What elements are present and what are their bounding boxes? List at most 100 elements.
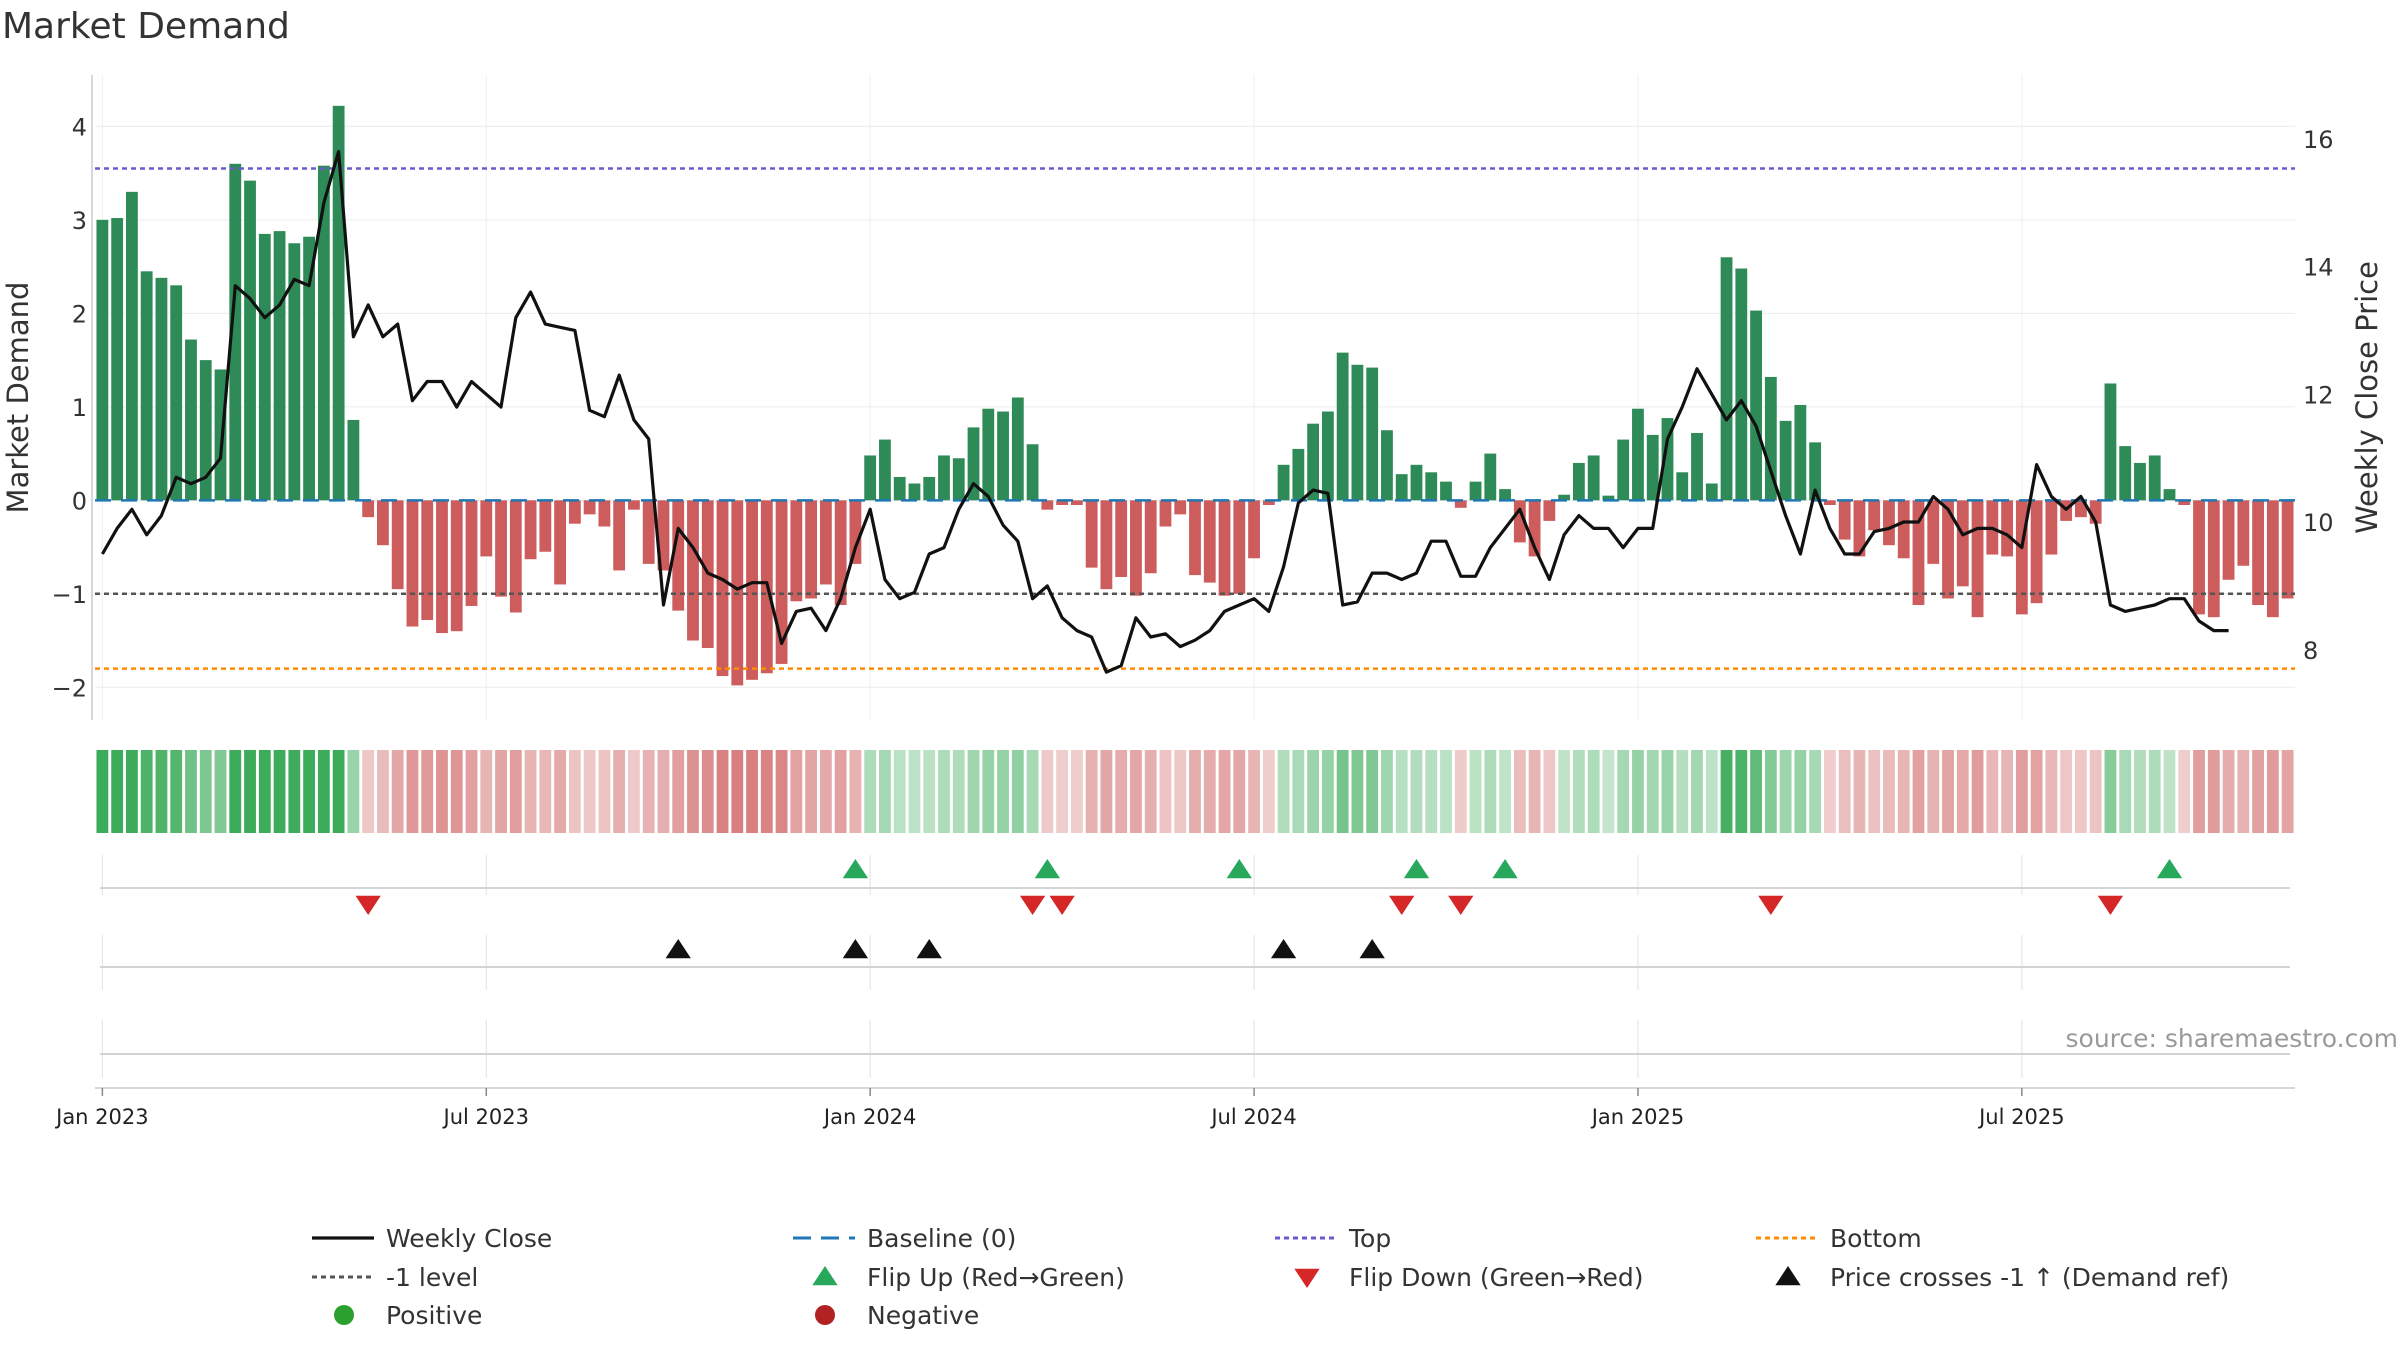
heat-cell [1262,750,1275,833]
demand-bar [1469,481,1482,501]
heat-cell [746,750,758,833]
demand-bar [819,500,832,585]
demand-bar [2045,500,2058,555]
demand-bar [170,285,183,501]
heat-cell [1676,750,1689,833]
y-tick-label: −1 [52,581,87,609]
heat-cell [1115,750,1128,833]
legend-label: Bottom [1830,1224,1922,1253]
demand-bar [938,455,950,501]
demand-bar [1203,500,1216,583]
heat-cell [1602,750,1615,833]
demand-bar [126,191,138,501]
heat-cell [657,750,670,833]
heat-cell [524,750,537,833]
demand-bar [1041,500,1054,510]
demand-bar [834,500,847,606]
heat-cell [1011,750,1024,833]
demand-bar [1646,434,1659,501]
demand-bar [1543,500,1556,521]
heat-cell [1543,750,1556,833]
demand-bar [1336,352,1349,501]
heat-cell [1041,750,1054,833]
flip-down-marker [1448,895,1474,915]
heat-cell [126,750,138,833]
demand-bar [1661,418,1674,501]
demand-bar [155,277,168,501]
heat-cell [1986,750,1999,833]
demand-bar [628,500,640,510]
demand-bar [1971,500,1984,618]
heat-cell [982,750,995,833]
demand-bar [288,243,301,501]
heat-cell [1484,750,1497,833]
heat-cell [1927,750,1940,833]
heat-cell [1971,750,1984,833]
demand-bar [1883,500,1895,546]
heat-cell [539,750,552,833]
heat-cell [244,750,256,833]
demand-bar [952,458,965,501]
demand-bar [1676,472,1689,501]
demand-bar [2089,500,2102,524]
heat-cell [185,750,197,833]
heat-cell [1764,750,1777,833]
heat-cell [377,750,389,833]
demand-bar [1115,500,1128,577]
heat-cell [583,750,596,833]
heat-cell [1454,750,1467,833]
demand-bar [1484,453,1497,501]
demand-bar [140,271,153,501]
heat-cell [1720,750,1733,833]
legend-label: Weekly Close [386,1224,552,1253]
demand-bar [657,500,670,571]
heat-cell [1528,750,1541,833]
heat-cell [362,750,375,833]
legend-triangle-down-icon [1294,1268,1320,1288]
demand-bar [1174,500,1187,515]
demand-bar [391,500,404,590]
demand-bar [1011,397,1024,501]
heat-cell [598,750,611,833]
legend-item: Negative [815,1301,979,1330]
demand-bar [1410,464,1423,501]
heat-cell [2178,750,2191,833]
legend-item: Flip Down (Green→Red) [1294,1263,1644,1292]
demand-bar [1764,376,1777,501]
demand-bar [1292,448,1305,501]
demand-bar [229,163,242,501]
demand-bar [495,500,507,597]
demand-bar [982,408,995,501]
demand-bar [1425,472,1438,501]
heat-cell [465,750,478,833]
demand-bar [1189,500,1201,576]
demand-bar [642,500,655,564]
heat-cell [568,750,581,833]
y2-tick-label: 12 [2303,381,2334,409]
demand-bar [849,500,862,564]
heat-cell [879,750,891,833]
demand-bar [303,236,315,501]
flip-up-marker [1226,859,1252,879]
heat-cell [111,750,124,833]
demand-bar [1853,500,1866,557]
demand-bar [1454,500,1467,508]
heat-cell [1897,750,1910,833]
demand-bar [1381,430,1393,501]
demand-bar [1351,364,1364,501]
heat-cell [1189,750,1201,833]
heat-cell [347,750,360,833]
heat-cell [716,750,729,833]
legend-triangle-up-icon [1775,1266,1801,1286]
demand-bar [2252,500,2264,606]
heat-cell [1617,750,1630,833]
demand-bar [1218,500,1231,596]
heat-cell [1159,750,1172,833]
legend-item: Weekly Close [312,1224,552,1253]
demand-bar [2104,383,2117,501]
demand-bar [1233,500,1246,594]
heat-cell [1942,750,1954,833]
demand-bar [2148,455,2161,501]
legend-circle-icon [334,1305,354,1325]
heat-cell [273,750,286,833]
